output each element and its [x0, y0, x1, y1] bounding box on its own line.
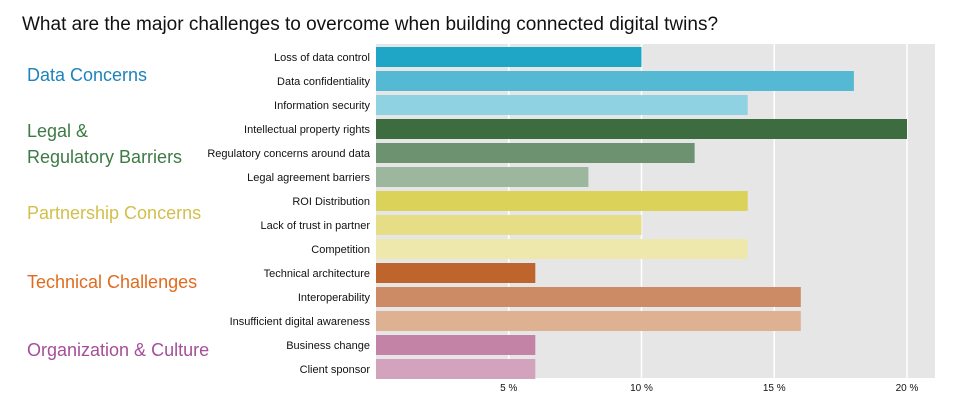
- group-label-line: Partnership Concerns: [27, 203, 202, 223]
- x-tick-label: 10 %: [630, 383, 653, 394]
- bar-6: [376, 191, 748, 211]
- category-label: Lack of trust in partner: [261, 220, 371, 232]
- category-label: Interoperability: [298, 292, 371, 304]
- x-tick-label: 5 %: [500, 383, 517, 394]
- bar-5: [376, 167, 589, 187]
- category-label: Insufficient digital awareness: [230, 316, 371, 328]
- bar-13: [376, 359, 536, 379]
- category-label: Information security: [274, 100, 370, 112]
- category-label: Regulatory concerns around data: [207, 148, 371, 160]
- group-label: Legal & Regulatory Barriers: [27, 118, 182, 170]
- category-label: ROI Distribution: [292, 196, 370, 208]
- chart-title: What are the major challenges to overcom…: [22, 14, 719, 35]
- category-label: Client sponsor: [300, 364, 371, 376]
- group-label-line: Legal &: [27, 121, 89, 141]
- bar-10: [376, 287, 801, 307]
- category-label: Data confidentiality: [277, 76, 370, 88]
- category-label: Intellectual property rights: [244, 124, 370, 136]
- group-label-line: Organization & Culture: [27, 340, 210, 360]
- group-label-line: Data Concerns: [27, 65, 148, 85]
- x-tick-label: 15 %: [763, 383, 786, 394]
- group-label: Technical Challenges: [27, 269, 197, 295]
- bar-2: [376, 95, 748, 115]
- category-label: Competition: [311, 244, 370, 256]
- category-label: Legal agreement barriers: [247, 172, 370, 184]
- group-label: Partnership Concerns: [27, 200, 201, 226]
- category-label: Loss of data control: [274, 52, 370, 64]
- bar-7: [376, 215, 642, 235]
- bar-8: [376, 239, 748, 259]
- bar-3: [376, 119, 907, 139]
- group-label: Organization & Culture: [27, 337, 209, 363]
- bar-9: [376, 263, 536, 283]
- bar-0: [376, 47, 642, 67]
- group-label-line: Technical Challenges: [27, 272, 198, 292]
- group-label-line: Regulatory Barriers: [27, 147, 183, 167]
- bar-11: [376, 311, 801, 331]
- x-tick-label: 20 %: [896, 383, 919, 394]
- bar-1: [376, 71, 854, 91]
- group-label: Data Concerns: [27, 62, 147, 88]
- bar-4: [376, 143, 695, 163]
- category-label: Technical architecture: [264, 268, 370, 280]
- category-label: Business change: [286, 340, 370, 352]
- bar-12: [376, 335, 536, 355]
